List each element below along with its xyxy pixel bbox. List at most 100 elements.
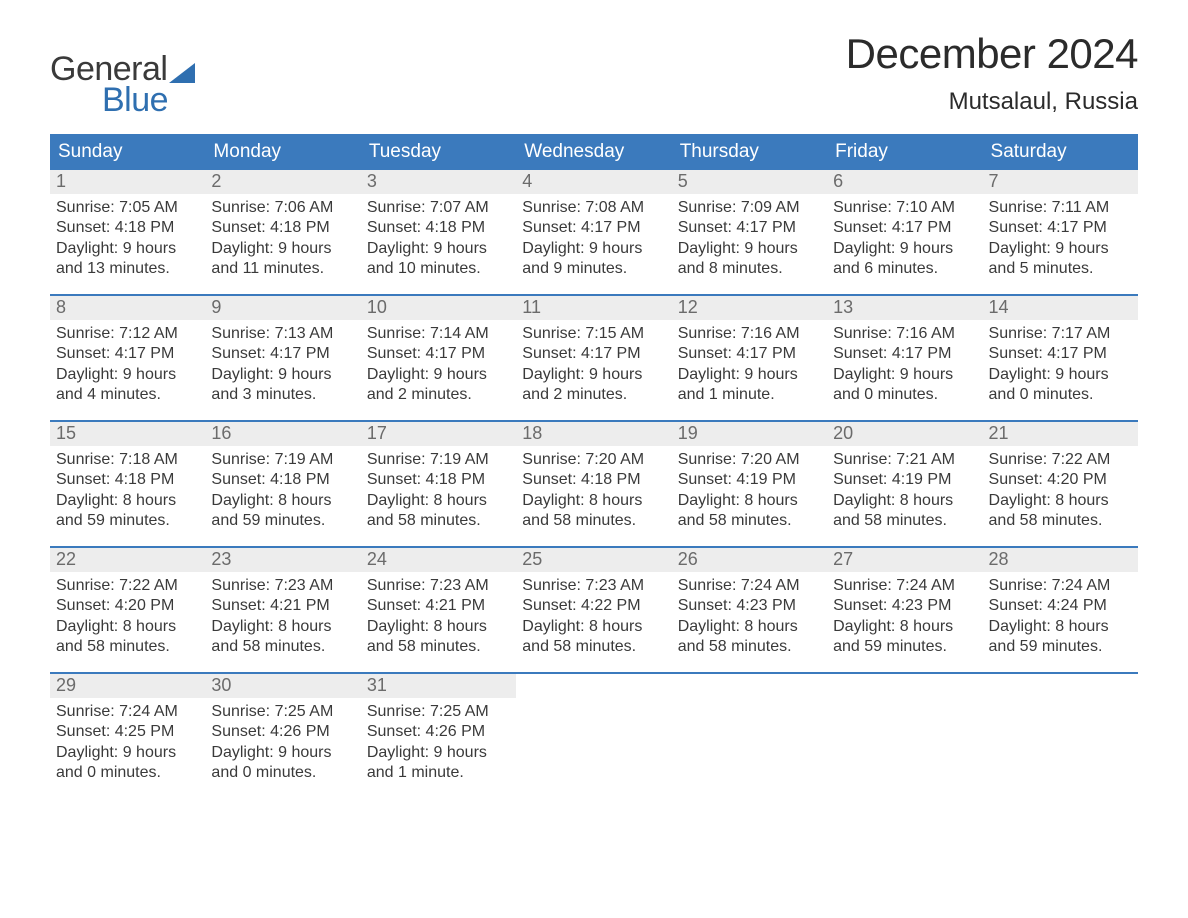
- daylight-line-2: and 58 minutes.: [522, 511, 665, 531]
- sunrise-line: Sunrise: 7:20 AM: [522, 450, 665, 470]
- day-cell: 8Sunrise: 7:12 AMSunset: 4:17 PMDaylight…: [50, 296, 205, 420]
- day-body: Sunrise: 7:23 AMSunset: 4:22 PMDaylight:…: [516, 572, 671, 662]
- day-body: Sunrise: 7:06 AMSunset: 4:18 PMDaylight:…: [205, 194, 360, 284]
- day-cell: [672, 674, 827, 798]
- day-number: 27: [827, 548, 982, 572]
- daylight-line-1: Daylight: 9 hours: [522, 365, 665, 385]
- day-cell: 30Sunrise: 7:25 AMSunset: 4:26 PMDayligh…: [205, 674, 360, 798]
- sunrise-line: Sunrise: 7:10 AM: [833, 198, 976, 218]
- day-cell: 21Sunrise: 7:22 AMSunset: 4:20 PMDayligh…: [983, 422, 1138, 546]
- sunrise-line: Sunrise: 7:21 AM: [833, 450, 976, 470]
- sunrise-line: Sunrise: 7:22 AM: [56, 576, 199, 596]
- day-body: Sunrise: 7:24 AMSunset: 4:24 PMDaylight:…: [983, 572, 1138, 662]
- day-cell: 25Sunrise: 7:23 AMSunset: 4:22 PMDayligh…: [516, 548, 671, 672]
- daylight-line-1: Daylight: 8 hours: [522, 617, 665, 637]
- dow-row: SundayMondayTuesdayWednesdayThursdayFrid…: [50, 134, 1138, 170]
- day-body: Sunrise: 7:20 AMSunset: 4:19 PMDaylight:…: [672, 446, 827, 536]
- month-title: December 2024: [846, 30, 1138, 78]
- daylight-line-1: Daylight: 9 hours: [833, 239, 976, 259]
- daylight-line-1: Daylight: 8 hours: [833, 617, 976, 637]
- sunset-line: Sunset: 4:20 PM: [56, 596, 199, 616]
- day-cell: 22Sunrise: 7:22 AMSunset: 4:20 PMDayligh…: [50, 548, 205, 672]
- day-cell: 23Sunrise: 7:23 AMSunset: 4:21 PMDayligh…: [205, 548, 360, 672]
- day-body: Sunrise: 7:18 AMSunset: 4:18 PMDaylight:…: [50, 446, 205, 536]
- daylight-line-1: Daylight: 9 hours: [56, 239, 199, 259]
- daylight-line-2: and 58 minutes.: [211, 637, 354, 657]
- sunrise-line: Sunrise: 7:22 AM: [989, 450, 1132, 470]
- day-cell: 18Sunrise: 7:20 AMSunset: 4:18 PMDayligh…: [516, 422, 671, 546]
- sunrise-line: Sunrise: 7:19 AM: [211, 450, 354, 470]
- daylight-line-2: and 59 minutes.: [989, 637, 1132, 657]
- day-body: Sunrise: 7:12 AMSunset: 4:17 PMDaylight:…: [50, 320, 205, 410]
- day-body: Sunrise: 7:20 AMSunset: 4:18 PMDaylight:…: [516, 446, 671, 536]
- daylight-line-1: Daylight: 9 hours: [678, 239, 821, 259]
- daylight-line-1: Daylight: 9 hours: [989, 365, 1132, 385]
- daylight-line-2: and 58 minutes.: [989, 511, 1132, 531]
- daylight-line-1: Daylight: 9 hours: [56, 743, 199, 763]
- sunset-line: Sunset: 4:17 PM: [989, 218, 1132, 238]
- sunset-line: Sunset: 4:17 PM: [678, 218, 821, 238]
- day-cell: 24Sunrise: 7:23 AMSunset: 4:21 PMDayligh…: [361, 548, 516, 672]
- day-cell: 10Sunrise: 7:14 AMSunset: 4:17 PMDayligh…: [361, 296, 516, 420]
- day-cell: [827, 674, 982, 798]
- day-cell: [983, 674, 1138, 798]
- day-number: 18: [516, 422, 671, 446]
- sunset-line: Sunset: 4:18 PM: [522, 470, 665, 490]
- week-row: 22Sunrise: 7:22 AMSunset: 4:20 PMDayligh…: [50, 546, 1138, 672]
- sunset-line: Sunset: 4:26 PM: [367, 722, 510, 742]
- daylight-line-2: and 58 minutes.: [56, 637, 199, 657]
- sunset-line: Sunset: 4:19 PM: [833, 470, 976, 490]
- sunset-line: Sunset: 4:18 PM: [211, 470, 354, 490]
- daylight-line-2: and 0 minutes.: [833, 385, 976, 405]
- day-body: Sunrise: 7:14 AMSunset: 4:17 PMDaylight:…: [361, 320, 516, 410]
- sunrise-line: Sunrise: 7:19 AM: [367, 450, 510, 470]
- day-body: Sunrise: 7:15 AMSunset: 4:17 PMDaylight:…: [516, 320, 671, 410]
- daylight-line-1: Daylight: 8 hours: [56, 491, 199, 511]
- daylight-line-1: Daylight: 8 hours: [367, 491, 510, 511]
- day-number: 15: [50, 422, 205, 446]
- day-cell: 27Sunrise: 7:24 AMSunset: 4:23 PMDayligh…: [827, 548, 982, 672]
- day-cell: 7Sunrise: 7:11 AMSunset: 4:17 PMDaylight…: [983, 170, 1138, 294]
- sunset-line: Sunset: 4:18 PM: [367, 218, 510, 238]
- day-cell: 13Sunrise: 7:16 AMSunset: 4:17 PMDayligh…: [827, 296, 982, 420]
- sunset-line: Sunset: 4:17 PM: [367, 344, 510, 364]
- day-number: 4: [516, 170, 671, 194]
- day-number: 20: [827, 422, 982, 446]
- dow-cell: Wednesday: [516, 134, 671, 170]
- sunset-line: Sunset: 4:17 PM: [211, 344, 354, 364]
- daylight-line-2: and 0 minutes.: [211, 763, 354, 783]
- daylight-line-1: Daylight: 9 hours: [522, 239, 665, 259]
- day-body: Sunrise: 7:21 AMSunset: 4:19 PMDaylight:…: [827, 446, 982, 536]
- sunset-line: Sunset: 4:18 PM: [211, 218, 354, 238]
- daylight-line-2: and 0 minutes.: [989, 385, 1132, 405]
- day-body: Sunrise: 7:07 AMSunset: 4:18 PMDaylight:…: [361, 194, 516, 284]
- day-body: Sunrise: 7:08 AMSunset: 4:17 PMDaylight:…: [516, 194, 671, 284]
- daylight-line-2: and 6 minutes.: [833, 259, 976, 279]
- daylight-line-1: Daylight: 9 hours: [211, 365, 354, 385]
- day-cell: 12Sunrise: 7:16 AMSunset: 4:17 PMDayligh…: [672, 296, 827, 420]
- week-row: 15Sunrise: 7:18 AMSunset: 4:18 PMDayligh…: [50, 420, 1138, 546]
- sunrise-line: Sunrise: 7:20 AM: [678, 450, 821, 470]
- daylight-line-1: Daylight: 8 hours: [522, 491, 665, 511]
- sunset-line: Sunset: 4:17 PM: [678, 344, 821, 364]
- title-block: December 2024 Mutsalaul, Russia: [846, 30, 1138, 116]
- sunrise-line: Sunrise: 7:24 AM: [989, 576, 1132, 596]
- sunset-line: Sunset: 4:25 PM: [56, 722, 199, 742]
- day-cell: 16Sunrise: 7:19 AMSunset: 4:18 PMDayligh…: [205, 422, 360, 546]
- dow-cell: Saturday: [983, 134, 1138, 170]
- day-number: [827, 674, 982, 698]
- day-number: 31: [361, 674, 516, 698]
- dow-cell: Friday: [827, 134, 982, 170]
- day-body: Sunrise: 7:23 AMSunset: 4:21 PMDaylight:…: [205, 572, 360, 662]
- sunrise-line: Sunrise: 7:12 AM: [56, 324, 199, 344]
- daylight-line-1: Daylight: 8 hours: [56, 617, 199, 637]
- daylight-line-1: Daylight: 8 hours: [678, 491, 821, 511]
- sunset-line: Sunset: 4:21 PM: [367, 596, 510, 616]
- sunset-line: Sunset: 4:17 PM: [56, 344, 199, 364]
- day-number: 29: [50, 674, 205, 698]
- daylight-line-2: and 59 minutes.: [833, 637, 976, 657]
- daylight-line-1: Daylight: 9 hours: [367, 743, 510, 763]
- day-body: Sunrise: 7:25 AMSunset: 4:26 PMDaylight:…: [361, 698, 516, 788]
- sunset-line: Sunset: 4:19 PM: [678, 470, 821, 490]
- day-number: 12: [672, 296, 827, 320]
